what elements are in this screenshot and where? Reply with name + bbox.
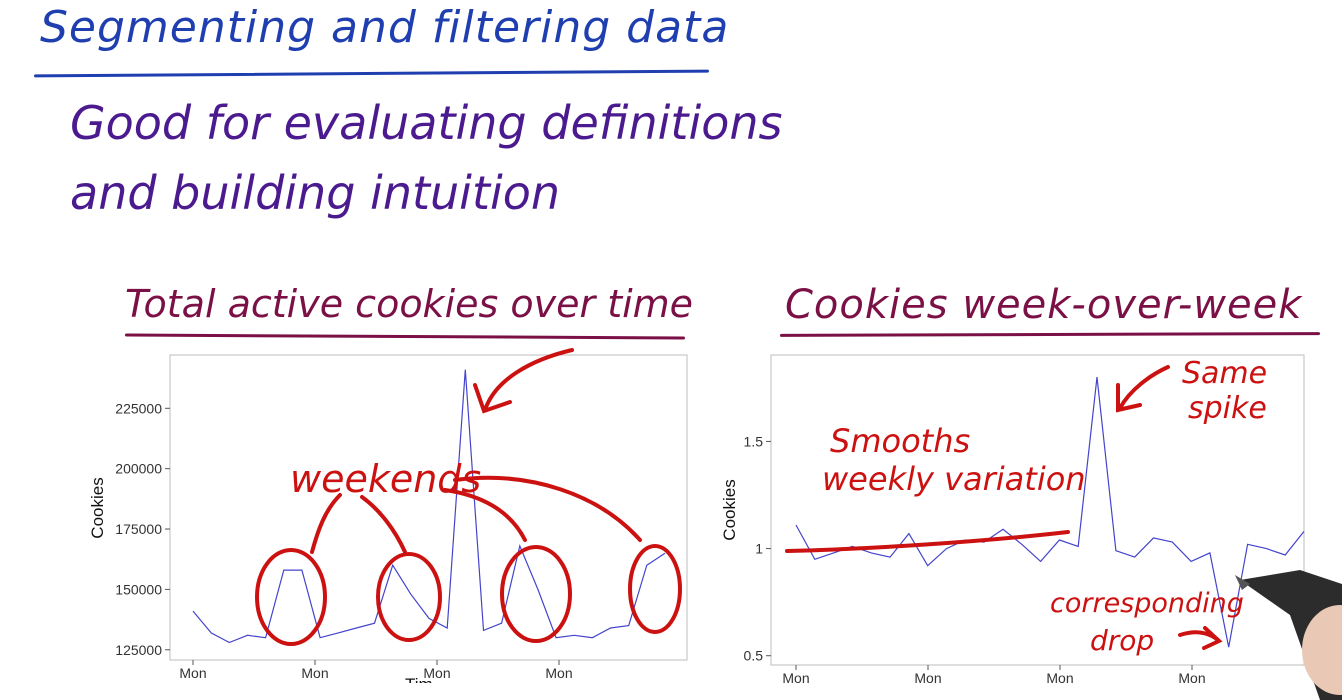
- x-tick-label: Mon: [301, 665, 328, 681]
- slide-title: Segmenting and filtering data: [40, 2, 730, 53]
- y-tick-label: 1.5: [744, 433, 764, 449]
- x-tick-label: Mon: [782, 670, 809, 683]
- same-label-1: Same: [1182, 356, 1267, 391]
- x-tick-label: Mon: [1178, 670, 1205, 683]
- y-tick-label: 150000: [115, 581, 162, 597]
- x-axis-ticks: Mon Mon Mon Mon: [179, 660, 573, 681]
- same-label-2: spike: [1188, 391, 1267, 426]
- pointer-line: [360, 495, 407, 554]
- weekend-circle: [255, 548, 327, 646]
- right-chart-heading: Cookies week-over-week: [785, 282, 1303, 328]
- corresponding-label: corresponding: [1050, 588, 1244, 619]
- pointer-line: [453, 475, 642, 542]
- y-tick-label: 175000: [115, 521, 162, 537]
- pointer-line: [310, 493, 342, 554]
- weekends-label: weekends: [290, 457, 481, 501]
- series-line: [192, 369, 666, 644]
- x-tick-label: Mon: [914, 670, 941, 683]
- y-axis-ticks: 125000 150000 175000 200000 225000: [115, 400, 170, 658]
- y-tick-label: 125000: [115, 642, 162, 658]
- annotation-marks: [255, 348, 682, 646]
- x-tick-label: Mon: [1046, 670, 1073, 683]
- chart-panel: [169, 354, 688, 661]
- pointer-line: [443, 488, 527, 542]
- bullet-line-2: and building intuition: [70, 166, 561, 220]
- left-chart-heading: Total active cookies over time: [125, 282, 694, 326]
- annotation-marks: [785, 365, 1223, 650]
- arrow-to-spike: [483, 348, 574, 412]
- weekend-circle: [628, 544, 682, 634]
- y-axis-label: Cookies: [88, 477, 107, 538]
- right-heading-underline: [779, 332, 1321, 337]
- arrow-head: [1116, 383, 1142, 413]
- chart-panel: [770, 354, 1305, 666]
- smooths-label-1: Smooths: [830, 422, 970, 460]
- smooths-label-2: weekly variation: [822, 460, 1086, 498]
- x-tick-label: Mon: [423, 665, 450, 681]
- series-line: [795, 377, 1305, 648]
- y-tick-label: 1: [755, 541, 763, 557]
- x-tick-label: Mon: [545, 665, 572, 681]
- x-tick-label: Mon: [179, 665, 206, 681]
- y-axis-label: Cookies: [720, 479, 739, 540]
- arrow-to-drop: [1178, 630, 1220, 642]
- smoothing-line: [785, 530, 1070, 553]
- arrow-to-spike: [1118, 365, 1170, 410]
- arrow-head: [473, 383, 512, 414]
- weekend-circle: [500, 545, 572, 643]
- x-axis-ticks: Mon Mon Mon Mon: [782, 665, 1206, 683]
- y-tick-label: 225000: [115, 400, 162, 416]
- stylus-pen: [1235, 570, 1342, 700]
- arrow-head: [1202, 626, 1223, 650]
- drop-label: drop: [1090, 624, 1154, 657]
- bullet-line-1: Good for evaluating definitions: [70, 96, 783, 150]
- y-tick-label: 0.5: [744, 648, 764, 664]
- y-tick-label: 200000: [115, 461, 162, 477]
- x-axis-label: Tim: [405, 675, 433, 683]
- y-axis-ticks: 0.5 1 1.5: [744, 433, 771, 664]
- weekend-circle: [376, 552, 442, 642]
